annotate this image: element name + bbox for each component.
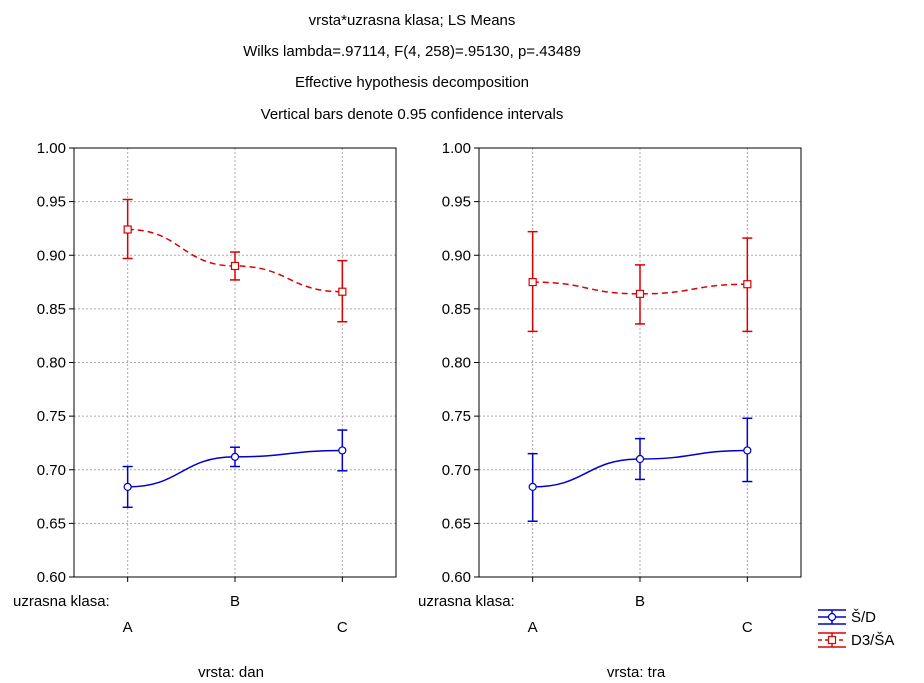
panel-label: vrsta: dan xyxy=(198,664,264,681)
data-point xyxy=(635,454,645,464)
data-point xyxy=(230,261,240,271)
y-tick-label: 0.85 xyxy=(442,301,471,318)
data-point xyxy=(635,289,645,298)
data-point xyxy=(338,446,347,455)
data-point xyxy=(338,287,347,296)
category-label: A xyxy=(123,619,133,636)
y-tick-label: 1.00 xyxy=(37,140,66,157)
chart-legend: Š/D D3/ŠA xyxy=(818,609,894,649)
category-label: B xyxy=(230,593,240,610)
panel-2: 0.60 0.65 0.70 0.75 0.80 0.85 0.90 0.95 1.00 uzra… xyxy=(418,140,802,681)
data-point xyxy=(123,225,132,234)
y-tick-label: 0.70 xyxy=(37,462,66,479)
y-tick-label: 0.65 xyxy=(442,515,471,532)
series-sd xyxy=(122,429,348,509)
y-tick-label: 0.75 xyxy=(442,408,471,425)
panel-label: vrsta: tra xyxy=(607,664,666,681)
chart-title-line-4: Vertical bars denote 0.95 confidence int… xyxy=(261,106,564,123)
data-point xyxy=(123,482,132,492)
data-point xyxy=(743,446,752,455)
y-tick-label: 0.95 xyxy=(37,194,66,211)
y-tick-label: 1.00 xyxy=(442,140,471,157)
series-d3sa xyxy=(122,198,348,323)
chart-titles: vrsta*uzrasna klasa; LS Means Wilks lamb… xyxy=(243,12,581,123)
chart-title-line-2: Wilks lambda=.97114, F(4, 258)=.95130, p… xyxy=(243,43,581,60)
category-label: C xyxy=(337,619,348,636)
legend-item-2: D3/ŠA xyxy=(818,632,894,649)
factor-label: uzrasna klasa: xyxy=(13,593,110,610)
legend-item-1: Š/D xyxy=(818,609,876,626)
y-tick-label: 0.65 xyxy=(37,515,66,532)
y-tick-label: 0.80 xyxy=(37,355,66,372)
chart-panels: 0.60 0.65 0.70 0.75 0.80 0.85 0.90 0.95 1.00 uzra… xyxy=(13,140,802,681)
category-label: A xyxy=(528,619,538,636)
legend-label: D3/ŠA xyxy=(851,632,894,649)
data-point xyxy=(528,277,537,287)
y-tick-label: 0.75 xyxy=(37,408,66,425)
chart-title-line-3: Effective hypothesis decomposition xyxy=(295,74,529,91)
y-tick-label: 0.90 xyxy=(442,247,471,264)
y-tick-label: 0.85 xyxy=(37,301,66,318)
category-label: C xyxy=(742,619,753,636)
category-label: B xyxy=(635,593,645,610)
legend-marker xyxy=(827,635,837,645)
y-tick-label: 0.70 xyxy=(442,462,471,479)
legend-label: Š/D xyxy=(851,609,876,626)
data-point xyxy=(528,482,537,492)
factor-label: uzrasna klasa: xyxy=(418,593,515,610)
series-d3sa xyxy=(527,230,753,333)
panel-1: 0.60 0.65 0.70 0.75 0.80 0.85 0.90 0.95 1.00 uzra… xyxy=(13,140,397,681)
y-tick-label: 0.90 xyxy=(37,247,66,264)
data-point xyxy=(743,280,752,289)
y-tick-label: 0.60 xyxy=(37,569,66,586)
y-tick-label: 0.95 xyxy=(442,194,471,211)
legend-marker xyxy=(827,612,837,622)
chart-title-line-1: vrsta*uzrasna klasa; LS Means xyxy=(309,12,516,29)
y-tick-label: 0.80 xyxy=(442,355,471,372)
y-tick-label: 0.60 xyxy=(442,569,471,586)
data-point xyxy=(230,452,240,461)
series-sd xyxy=(527,417,753,522)
